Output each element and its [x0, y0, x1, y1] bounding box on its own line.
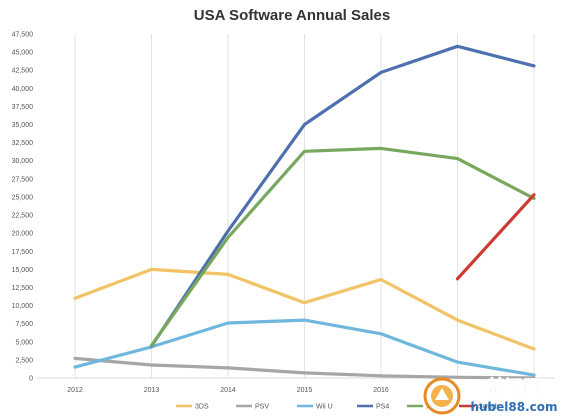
y-tick-label: 0 — [29, 376, 33, 383]
y-tick-label: 45,000 — [12, 50, 34, 57]
series-line-3ds — [73, 267, 536, 351]
y-tick-label: 40,000 — [12, 86, 34, 93]
y-tick-label: 12,500 — [12, 285, 34, 292]
y-tick-label: 2,500 — [15, 357, 33, 364]
legend-label-3ds: 3DS — [195, 404, 209, 411]
series-line-psv — [73, 356, 536, 380]
y-tick-label: 42,500 — [12, 68, 34, 75]
y-tick-label: 7,500 — [15, 321, 33, 328]
y-tick-label: 30,000 — [12, 158, 34, 165]
y-tick-label: 17,500 — [12, 249, 34, 256]
watermark-text: 楚汉网 — [487, 376, 541, 398]
y-axis-ticks: 0 2,500 5,000 7,500 10,000 12,500 15,000 17,500… — [12, 32, 34, 383]
y-tick-label: 10,000 — [12, 303, 34, 310]
x-tick-label: 2016 — [373, 387, 389, 394]
x-tick-label: 2014 — [220, 387, 236, 394]
legend-label-ps4: PS4 — [376, 404, 389, 411]
series-line-switch — [455, 193, 536, 281]
x-tick-label: 2013 — [144, 387, 160, 394]
y-tick-label: 15,000 — [12, 267, 34, 274]
y-tick-label: 27,500 — [12, 176, 34, 183]
series-line-xb1 — [149, 146, 536, 347]
y-tick-label: 20,000 — [12, 231, 34, 238]
vertical-gridlines — [74, 34, 535, 378]
y-tick-label: 37,500 — [12, 104, 34, 111]
y-tick-label: 35,000 — [12, 122, 34, 129]
legend-label-wiiu: Wii U — [316, 404, 333, 411]
y-tick-label: 47,500 — [12, 32, 34, 39]
x-axis-ticks: 2012 2013 2014 2015 2016 — [67, 387, 389, 394]
y-tick-label: 5,000 — [15, 339, 33, 346]
watermark: 楚汉网 hubel88.com — [423, 376, 558, 415]
y-tick-label: 32,500 — [12, 140, 34, 147]
legend-label-psv: PSV — [255, 404, 269, 411]
x-tick-label: 2015 — [297, 387, 313, 394]
series-lines — [73, 44, 536, 380]
series-line-ps4 — [149, 44, 536, 348]
y-tick-label: 22,500 — [12, 213, 34, 220]
circular-emblem-icon — [423, 377, 461, 415]
x-tick-label: 2012 — [67, 387, 83, 394]
watermark-url: hubel88.com — [470, 400, 557, 414]
y-tick-label: 25,000 — [12, 194, 34, 201]
legend-label-switch: Switch — [478, 404, 499, 411]
chart-title: USA Software Annual Sales — [194, 7, 390, 24]
